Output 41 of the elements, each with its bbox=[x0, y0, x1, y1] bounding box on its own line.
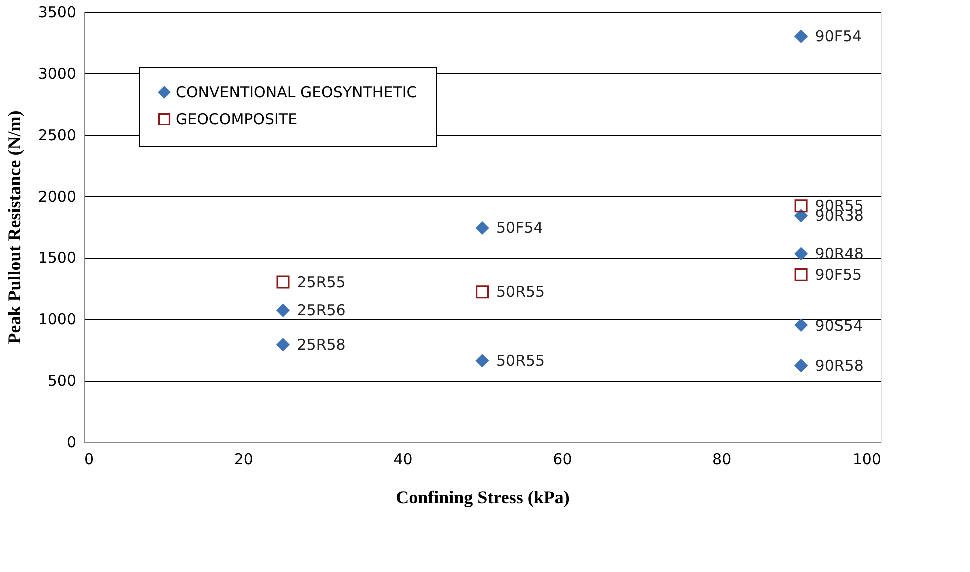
point bbox=[794, 209, 808, 222]
annotation: 50F54 bbox=[496, 219, 544, 238]
y-tick-label: 1000 bbox=[38, 310, 76, 329]
point bbox=[276, 276, 290, 289]
x-tick-label: 40 bbox=[394, 450, 413, 468]
y-tick-label: 2000 bbox=[38, 188, 76, 206]
point bbox=[276, 338, 290, 352]
x-tick-label: 80 bbox=[712, 450, 732, 468]
annotation: 25R56 bbox=[297, 302, 346, 320]
annotation: 50R55 bbox=[496, 352, 546, 370]
point bbox=[276, 304, 290, 318]
point bbox=[794, 200, 808, 213]
annotation: 90F54 bbox=[815, 28, 862, 46]
x-tick-label: 60 bbox=[553, 450, 572, 468]
annotation: 90S54 bbox=[815, 316, 864, 335]
y-tick-label: 3500 bbox=[38, 4, 76, 22]
x-tick-label: 0 bbox=[84, 450, 94, 468]
legend-label: GEOCOMPOSITE bbox=[176, 110, 298, 128]
x-tick-label: 100 bbox=[852, 450, 882, 468]
point bbox=[476, 354, 489, 368]
y-tick-label: 2500 bbox=[38, 126, 76, 144]
annotation: 50R55 bbox=[496, 283, 546, 302]
y-tick-label: 500 bbox=[48, 372, 76, 390]
y-axis-title: Peak Pullout Resistance (N/m) bbox=[4, 110, 24, 344]
annotation: 90R58 bbox=[815, 356, 864, 375]
y-tick-label: 1500 bbox=[38, 249, 76, 268]
point bbox=[794, 359, 808, 372]
x-axis-title: Confining Stress (kPa) bbox=[396, 488, 570, 508]
annotation: 25R55 bbox=[297, 273, 346, 292]
point bbox=[794, 268, 808, 282]
annotation: 25R58 bbox=[297, 336, 346, 354]
y-tick-label: 0 bbox=[66, 434, 76, 452]
y-tick-label: 3000 bbox=[38, 64, 76, 83]
point bbox=[794, 318, 808, 332]
point bbox=[476, 286, 489, 299]
legend-label: CONVENTIONAL GEOSYNTHETIC bbox=[176, 84, 418, 102]
point bbox=[794, 30, 808, 44]
x-tick-label: 20 bbox=[234, 450, 254, 468]
point bbox=[794, 248, 808, 261]
annotation: 90F55 bbox=[815, 266, 862, 284]
point bbox=[476, 222, 489, 235]
